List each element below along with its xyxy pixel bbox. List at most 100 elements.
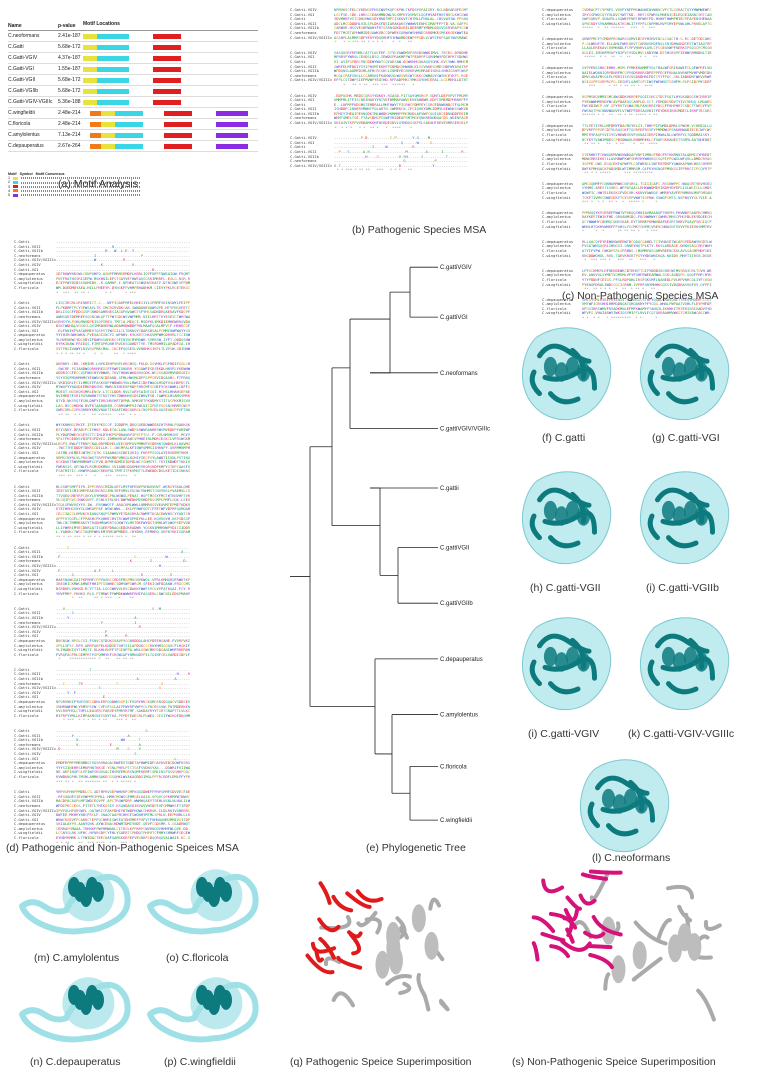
msa-row: C.Gatti-VGIV/VGIIIcLEGPI-EWLFTFDNPCNALDR…	[14, 441, 191, 446]
phylogenetic-tree-panel: C.gattiVGIV C.gattiVGI C.neoformans C.gatti…	[280, 240, 540, 854]
tree-leaf-label: C.wingfieldii	[440, 818, 472, 824]
protein-strand	[548, 681, 581, 695]
msa-row: C.depauperatus RLLQACQYEYREWNKWVEEWTDCQAQ…	[542, 239, 712, 244]
superimposed-strand	[385, 974, 412, 986]
highlighted-region	[565, 895, 582, 911]
msa-row: C.neoformans --------------------Y-------…	[14, 620, 191, 625]
msa-row: C.floricola WM-DQEDMDYAEA-HILLPHEEYR-DYNG…	[14, 285, 191, 290]
protein-helix	[543, 356, 558, 377]
msa-row: C.floricola FWCKDIWCP-NY-GPYRVTVGWACMLPAN…	[542, 104, 712, 109]
protein-strand	[647, 659, 660, 687]
msa-row: C.Gatti-VGIV MTWQPYYNAQDIEMKRDKSHS-MWRCNI…	[14, 385, 191, 390]
motif-block	[163, 110, 192, 116]
highlighted-region	[578, 893, 597, 906]
motif-locations	[83, 64, 258, 75]
caption-k: (k) C.gatti-VGIV-VGIIIc	[628, 728, 735, 740]
msa-row: C.Gatti-VGI QMMFMLITFISCNRIHAKYYNTVEFDMMA…	[290, 98, 469, 103]
msa-row: C.Gatti-VGII ----------------------------…	[14, 550, 191, 555]
motif-block	[163, 143, 192, 149]
legend-consensus	[21, 181, 141, 184]
msa-row: C.depauperatus HAESNQWGIAIPKFRMFCPPYASRCC…	[14, 577, 191, 582]
msa-row: C.floricola GVTPNGIVAWYLNIVQGPMACMAL-CKCE…	[14, 347, 191, 352]
tree-svg: C.gattiVGIV C.gattiVGI C.neoformans C.gatti…	[290, 265, 490, 824]
motif-row: C.floricola 2.48e-214	[8, 119, 258, 130]
msa-row: C.Gatti-VGII -------S--------------------…	[14, 611, 191, 616]
protein-helix	[683, 646, 698, 667]
msa-row: C.wingfieldii NCYKYTVAWIMNESCPDSDWAVLEHDM…	[542, 137, 712, 142]
motif-locations	[83, 75, 258, 86]
motif-block	[100, 110, 115, 116]
superimposed-strand	[356, 910, 378, 928]
msa-row: C.Gatti-VGIIb ---------N-----------------…	[14, 738, 191, 743]
superimposed-strand	[696, 988, 716, 1022]
motif-row: C.neoformans 2.41e-187	[8, 31, 258, 42]
msa-row: C.Gatti-VGII GWRFELMFDKIYIYIPHQMTEKRFPIDM…	[290, 64, 469, 69]
protein-i1	[630, 462, 740, 575]
caption-l: (l) C.neoformans	[592, 852, 671, 864]
highlighted-region	[531, 915, 556, 934]
msa-row: C.floricola ATYIFYFW-CWKAPSPLGFRHDS-CMQMM…	[542, 248, 712, 253]
protein-strand	[606, 823, 639, 837]
pathogenic-msa-panel: C.Gatti-VGIV NFMVKSCFELCYKENGYFHSIWVFKQFC…	[282, 8, 522, 238]
msa-row: C.wingfieldii WHNLHTQKHVWHKFFPQHSLYGCMKTG…	[542, 224, 712, 229]
protein-strand	[655, 343, 710, 364]
motif-block	[83, 33, 97, 39]
msa-row: C.Gatti-VGII ESYGNKY-DFADCFCIYHKP-KDLETAC…	[14, 427, 191, 432]
msa-row: C.amylolentus MDWGRHSEKKTLLAVHDWFKWPGHRYH…	[542, 157, 712, 162]
protein-strand	[537, 487, 592, 508]
protein-helix	[634, 794, 649, 814]
msa-row: C.wingfieldii PYENQFDRALIWDCGGCIGRNM-IVPR…	[542, 282, 712, 287]
legend-row: 1	[8, 176, 188, 180]
motif-block	[163, 132, 192, 138]
protein-helix	[683, 356, 698, 377]
protein-strand	[595, 775, 650, 796]
msa-row: C.wingfieldii NGIGGPFGGRPRCPG-IESHTLQAMTC…	[542, 79, 712, 84]
protein-strand	[529, 659, 542, 687]
msa-row: C.floricola HIPRPYYMLLKIMPAKMSNIYGNYTKA-P…	[14, 713, 191, 718]
msa-row: C.depauperatus CVDRACFTCYPNFS-VVVFYNFFMGW…	[542, 8, 712, 12]
superimposed-helix	[411, 904, 426, 933]
protein-k	[630, 608, 740, 721]
combined-msa-panel: C.Gatti ---------------------------------…	[0, 240, 275, 854]
motif-block	[97, 66, 129, 72]
msa-row: C.Gatti-VGIV -TWCTTHTDDDFTDKRCCDILLH-C-GW…	[14, 446, 191, 451]
protein-strand	[655, 633, 710, 654]
msa-row: C.depauperatus TTLPETIYRLLMFDMYFDACMSYELI…	[542, 123, 712, 128]
msa-row: C.Gatti-VGII IEETVVISMIGMEPEAESHGRIGIMLYE…	[14, 489, 191, 494]
motif-block	[100, 121, 115, 127]
msa-row: C.neoformans YPLTFKGEDNSYDIFEGFDVIG-IDMNK…	[14, 437, 191, 442]
motif-block	[114, 143, 143, 149]
msa-row: C.wingfieldii YLIMADKIQYTLMQTI-RLKHLRNPFT…	[14, 648, 191, 653]
highlighted-region	[305, 953, 335, 975]
msa-row: C.depauperatus NVIMEDTFSRIPQYAWHHTSTRQTYH…	[14, 394, 191, 399]
tree-leaf-label: C.gattiVGIV/VGIIIc	[440, 426, 490, 432]
msa-row: C.depauperatus LFFGCKMKYLRFNEKDEWKCDTEHQT…	[542, 268, 712, 273]
msa-row: C.amylolentus EV-ANKVQLSYMETVGMVMLVFYFQHF…	[542, 273, 712, 278]
msa-row: C.Gatti LIQCIRGRLGRINRRICT-C---WYPIGARFMF…	[14, 301, 191, 306]
msa-row: C.Gatti-VGIIb WPDQNSLAAMFDGMLAFHCRCSHCLIN…	[290, 69, 469, 74]
msa-row: C.Gatti-VGIV NFMVKSCFELCYKENGYFHSIWVFKQFC…	[290, 8, 469, 12]
protein-m	[14, 860, 134, 949]
msa-row: C.amylolentus SYHMQ-ARESTLSVEG-WFPATAACLE…	[542, 186, 712, 191]
msa-row: C.Gatti-VGIV -EDPQGHK-MEDICQRGYYDKKY-RIAS…	[290, 93, 469, 98]
msa-row: C.Gatti-VGIIb PLYDAFDWECKGEYSTTCIHLDTHKPV…	[14, 432, 191, 437]
protein-helix	[672, 362, 687, 382]
msa-row: C.Gatti ---V-----------------------------…	[14, 606, 191, 611]
tree-leaf-label: C.gattii	[440, 486, 459, 492]
protein-n	[14, 968, 134, 1057]
protein-strand	[666, 681, 699, 695]
msa-row: C.depauperatus GTENHHTFCKWQQRMVWVKWDQAPVN…	[542, 152, 712, 157]
msa-row: C.Gatti ---------------------------------…	[14, 729, 191, 733]
msa-row: C.Gatti-VGI -----------------------------…	[290, 140, 469, 145]
msa-row: C.amylolentus DPVRFPPPGFCDTYLRQSGKFTQGRPE…	[542, 128, 712, 133]
motif-row: C.Gatti-VGI 1.55e-187	[8, 64, 258, 75]
msa-row: C.neoformans AWNSQKTDEMREFSQGNCWLQPTTPWTG…	[14, 314, 191, 319]
protein-o	[142, 860, 262, 949]
msa-row: C.Gatti-VGIV --------------------K-------…	[14, 262, 191, 267]
msa-row: C.Gatti-VGI -------Q---------------------…	[14, 573, 191, 578]
msa-row: C.wingfieldii WFVFG-VHAIARWYIWKIQSYMIPTLN…	[542, 311, 712, 316]
tree-leaf-label: C.neoformans	[440, 371, 478, 377]
msa-row: C.Gatti-VGII ADCLMCCDDDHLVILSPLDKSFDSIARA…	[290, 21, 469, 26]
msa-row: C.amylolentus TWLCNCTMMMEAKSYTRQDHMQWSRTS…	[14, 521, 191, 526]
